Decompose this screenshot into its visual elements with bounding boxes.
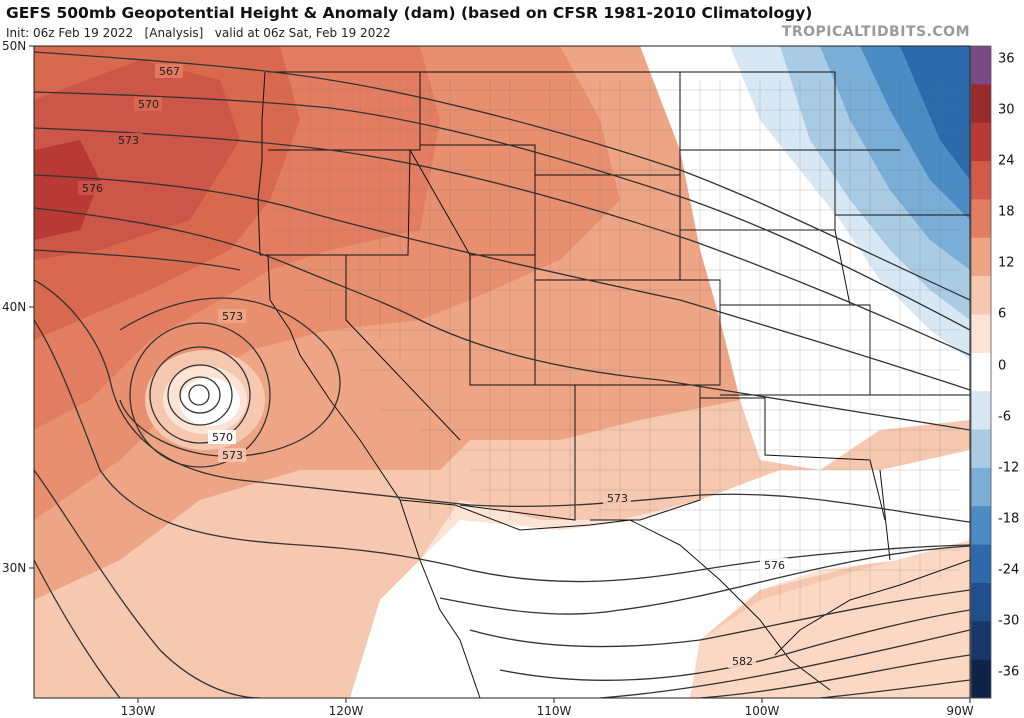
height-contours [34, 51, 970, 698]
colorbar-frame [970, 45, 992, 699]
colorbar-swatch [971, 161, 991, 200]
axis-ticks [29, 45, 971, 703]
contour-label-573-low-outer: 573 [222, 449, 243, 462]
colorbar-swatch [971, 276, 991, 315]
lon-label-90w: 90W [946, 704, 974, 718]
colorbar-label: -24 [998, 562, 1020, 578]
colorbar-label: 0 [998, 358, 1007, 373]
contour-label-576-south: 576 [764, 559, 785, 572]
colorbar-label: 24 [998, 153, 1015, 169]
contour-label-573-low: 573 [222, 310, 243, 323]
colorbar-swatch [971, 391, 991, 431]
contour-label-573-south: 573 [607, 492, 628, 505]
contour-label-573: 573 [118, 134, 139, 147]
colorbar-label: 36 [998, 51, 1015, 67]
colorbar-label: 30 [998, 102, 1015, 118]
contour-label-576: 576 [82, 182, 103, 195]
lat-label-40n: 40N [2, 300, 27, 314]
colorbar [970, 45, 992, 699]
lat-label-50n: 50N [2, 39, 27, 53]
colorbar-label: 6 [998, 306, 1007, 322]
map-frame [33, 45, 971, 699]
colorbar-swatch [971, 429, 991, 469]
colorbar-swatch [971, 314, 991, 354]
colorbar-swatch [971, 122, 991, 162]
lon-label-130w: 130W [120, 704, 156, 718]
colorbar-swatch [971, 84, 991, 124]
colorbar-swatch [971, 199, 991, 239]
lon-label-110w: 110W [536, 704, 572, 718]
contour-label-567: 567 [159, 65, 180, 78]
watermark: TROPICALTIDBITS.COM [781, 24, 970, 40]
colorbar-swatch [971, 352, 991, 392]
colorbar-label: -12 [998, 460, 1020, 476]
colorbar-swatch [971, 237, 991, 277]
lon-label-100w: 100W [744, 704, 780, 718]
colorbar-swatch [971, 467, 991, 507]
colorbar-swatch [971, 544, 991, 584]
contour-label-570-low: 570 [212, 431, 233, 444]
colorbar-label: -6 [998, 409, 1011, 425]
map-subtitle: Init: 06z Feb 19 2022 [Analysis] valid a… [6, 26, 391, 40]
colorbar-label: 18 [998, 204, 1015, 220]
colorbar-swatch [971, 621, 991, 661]
colorbar-swatch [971, 46, 991, 85]
anomaly-field [34, 46, 970, 698]
colorbar-label: 12 [998, 255, 1015, 271]
colorbar-label: -36 [998, 664, 1020, 680]
contour-label-582: 582 [732, 655, 753, 668]
colorbar-swatch [971, 582, 991, 622]
colorbar-label: -18 [998, 511, 1020, 527]
lon-label-120w: 120W [328, 704, 364, 718]
lat-label-30n: 30N [2, 561, 27, 575]
county-lines [270, 80, 960, 620]
contour-labels: 567 570 573 576 573 570 573 573 576 582 [78, 64, 788, 668]
map-title: GEFS 500mb Geopotential Height & Anomaly… [6, 4, 813, 22]
colorbar-swatch [971, 506, 991, 546]
colorbar-label: -30 [998, 613, 1020, 629]
colorbar-swatch [971, 659, 991, 699]
contour-label-570: 570 [138, 98, 159, 111]
